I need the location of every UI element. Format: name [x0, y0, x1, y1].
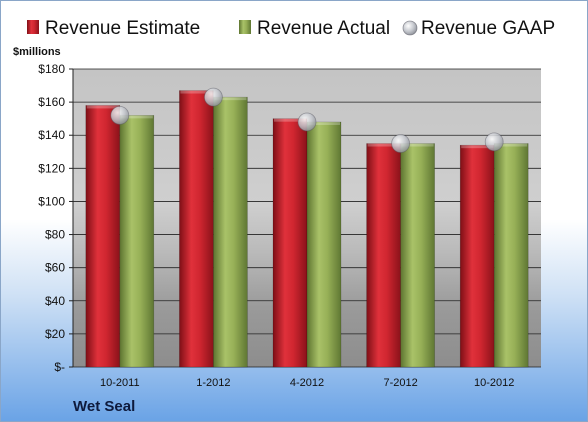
- y-tick-label: $160: [38, 95, 65, 109]
- bar-top-highlight: [274, 118, 306, 122]
- bar-revenue-estimate: [366, 143, 401, 368]
- y-axis-unit-label: $millions: [13, 46, 61, 58]
- bar-top-highlight: [308, 121, 340, 125]
- y-tick-label: $100: [38, 194, 65, 208]
- x-tick-label: 4-2012: [290, 377, 324, 389]
- gaap-markers: [110, 87, 504, 153]
- bar-revenue-actual: [400, 143, 435, 368]
- gaap-marker: [484, 132, 504, 152]
- bar-revenue-estimate: [179, 90, 214, 368]
- y-tick-label: $-: [54, 360, 65, 374]
- legend: Revenue Estimate Revenue Actual Revenue GA…: [27, 18, 555, 39]
- legend-swatch-gaap: [402, 20, 418, 36]
- legend-swatch-actual: [239, 20, 251, 34]
- gaap-marker: [391, 134, 411, 153]
- bar-top-highlight: [180, 90, 213, 94]
- bar-revenue-estimate: [459, 144, 495, 368]
- y-tick-label: $180: [38, 62, 65, 76]
- x-tick-label: 7-2012: [383, 377, 417, 389]
- y-tick-label: $120: [38, 161, 65, 175]
- x-tick-label: 1-2012: [196, 377, 230, 389]
- x-tick-label: 10-2011: [100, 377, 140, 389]
- legend-swatch-estimate: [27, 20, 39, 34]
- x-tick-label: 10-2012: [474, 377, 514, 389]
- bar-top-highlight: [214, 97, 247, 101]
- y-tick-label: $140: [38, 128, 65, 142]
- bar-top-highlight: [367, 143, 400, 147]
- bar-revenue-actual: [119, 115, 155, 368]
- bars: [85, 90, 529, 368]
- bar-revenue-actual: [213, 96, 248, 368]
- y-tick-label: $40: [45, 294, 65, 308]
- bar-top-highlight: [461, 145, 494, 149]
- bar-top-highlight: [86, 105, 119, 109]
- bar-revenue-actual: [493, 143, 529, 368]
- bar-revenue-estimate: [85, 105, 121, 368]
- y-axis-ticks: $- $20 $40 $60 $80 $100 $120 $140 $160 $180: [38, 62, 65, 374]
- legend-label: Revenue Estimate: [45, 18, 200, 39]
- gaap-marker: [110, 105, 130, 125]
- gaap-marker: [203, 87, 223, 107]
- bar-revenue-actual: [306, 121, 342, 368]
- gaap-marker: [297, 112, 317, 132]
- y-tick-label: $80: [45, 228, 65, 242]
- bar-top-highlight: [401, 143, 434, 147]
- y-tick-label: $20: [45, 327, 65, 341]
- company-name: Wet Seal: [73, 398, 136, 415]
- y-tick-label: $60: [45, 261, 65, 275]
- bar-revenue-estimate: [272, 118, 308, 368]
- bar-top-highlight: [120, 115, 153, 119]
- bar-top-highlight: [495, 143, 528, 147]
- legend-label: Revenue Actual: [257, 18, 390, 39]
- legend-label: Revenue GAAP: [421, 18, 555, 39]
- x-axis-labels: 10-2011 1-2012 4-2012 7-2012 10-2012: [100, 377, 514, 389]
